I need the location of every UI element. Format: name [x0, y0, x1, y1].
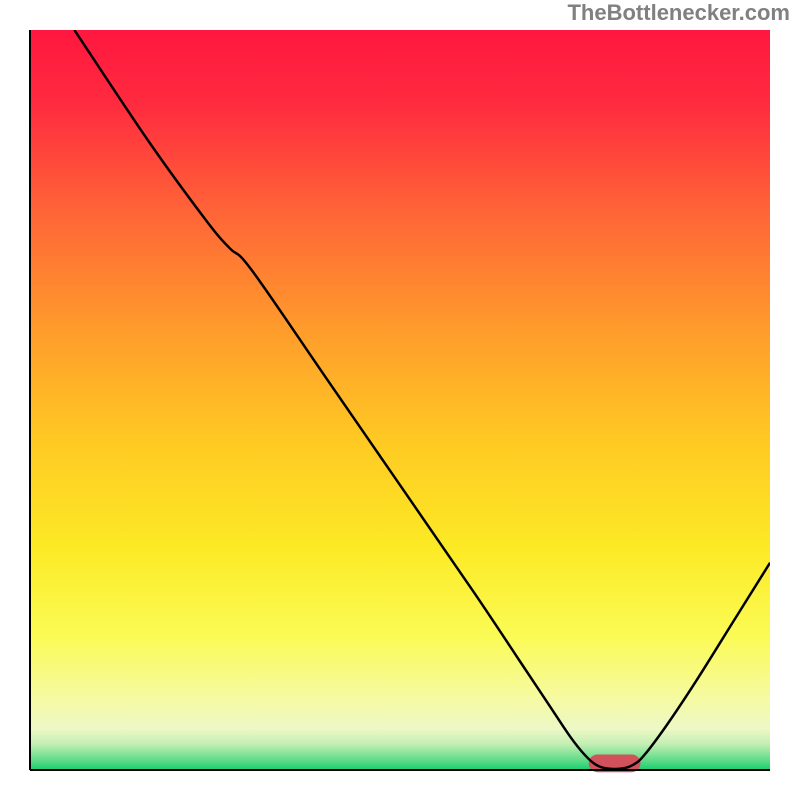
chart-svg [0, 0, 800, 800]
plot-background [30, 30, 770, 770]
figure-container: TheBottlenecker.com [0, 0, 800, 800]
attribution-text: TheBottlenecker.com [567, 0, 790, 26]
